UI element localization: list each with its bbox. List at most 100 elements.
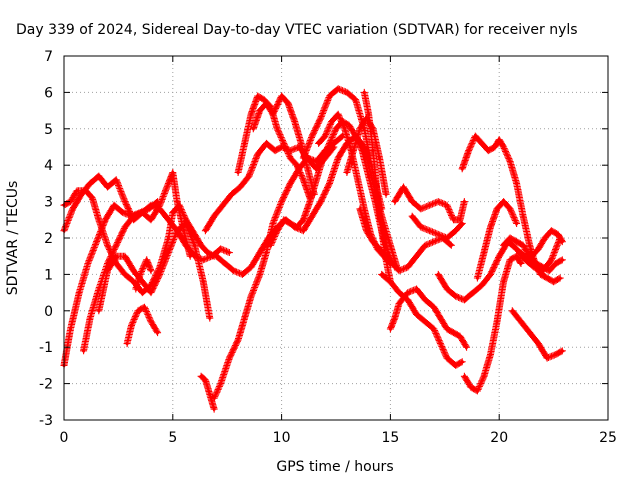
data-point xyxy=(77,291,81,295)
data-point xyxy=(482,250,486,255)
y-tick-label: -3 xyxy=(39,413,53,429)
data-point xyxy=(475,276,480,280)
data-point xyxy=(393,316,397,320)
data-point xyxy=(149,291,153,295)
data-point xyxy=(71,207,75,211)
data-point xyxy=(480,141,484,145)
data-point xyxy=(530,254,534,258)
data-point xyxy=(384,192,388,196)
data-point xyxy=(519,320,523,324)
data-point xyxy=(288,156,292,160)
data-point xyxy=(414,254,419,258)
data-point xyxy=(203,378,208,382)
data-point xyxy=(345,90,349,94)
data-point xyxy=(397,301,401,306)
data-point xyxy=(327,141,332,145)
data-point xyxy=(184,243,188,247)
data-point xyxy=(249,294,253,298)
data-point xyxy=(508,207,512,211)
data-point xyxy=(142,305,147,309)
data-point xyxy=(282,218,286,222)
data-point xyxy=(454,363,458,367)
series-track-11 xyxy=(234,92,314,202)
data-point xyxy=(182,229,186,233)
data-point xyxy=(552,280,556,284)
data-point xyxy=(462,298,466,302)
data-point xyxy=(264,101,268,105)
axis-ticks xyxy=(63,55,609,421)
data-point xyxy=(449,243,453,247)
data-point xyxy=(308,200,312,204)
data-point xyxy=(464,345,469,349)
data-point xyxy=(495,320,499,324)
data-point xyxy=(236,338,240,342)
data-point xyxy=(310,134,314,138)
data-point xyxy=(219,247,223,251)
data-point xyxy=(515,181,519,185)
data-point xyxy=(495,207,499,211)
data-point xyxy=(390,261,395,266)
data-point xyxy=(258,250,262,255)
data-point xyxy=(171,170,175,175)
y-tick-label: 7 xyxy=(44,49,53,65)
data-point xyxy=(149,269,153,273)
series-track-21 xyxy=(378,270,466,369)
data-point xyxy=(380,229,384,233)
data-point xyxy=(438,341,443,346)
data-point xyxy=(549,258,554,262)
data-point xyxy=(258,109,262,113)
data-point xyxy=(521,214,525,218)
data-point xyxy=(445,327,449,331)
data-point xyxy=(451,218,456,222)
data-point xyxy=(488,352,493,357)
data-point xyxy=(497,254,501,258)
data-point xyxy=(347,123,351,127)
data-point xyxy=(340,134,345,138)
data-point xyxy=(445,236,449,240)
data-point xyxy=(460,221,464,226)
data-point xyxy=(454,294,458,298)
data-point xyxy=(175,229,179,233)
x-tick-label: 25 xyxy=(599,430,617,446)
data-point xyxy=(140,291,144,295)
data-point xyxy=(97,309,101,313)
data-point xyxy=(247,174,251,178)
x-tick-label: 5 xyxy=(168,430,177,446)
data-point xyxy=(280,94,284,98)
data-point xyxy=(95,240,99,244)
data-point xyxy=(271,221,275,226)
data-point xyxy=(199,243,203,247)
data-point xyxy=(538,272,543,276)
data-point xyxy=(554,261,558,266)
data-point xyxy=(493,145,497,149)
data-point xyxy=(97,218,101,222)
data-point xyxy=(158,272,162,276)
series-track-28 xyxy=(508,307,566,362)
data-point xyxy=(221,203,225,207)
y-tick-label: -1 xyxy=(39,340,53,356)
data-point xyxy=(458,334,462,338)
data-point xyxy=(445,203,449,207)
data-point xyxy=(175,200,179,204)
data-point xyxy=(264,250,268,255)
data-point xyxy=(166,250,171,255)
data-point xyxy=(125,341,129,346)
point-markers xyxy=(391,183,468,224)
y-tick-label: 2 xyxy=(44,231,53,247)
data-point xyxy=(266,236,271,240)
data-point xyxy=(81,349,86,353)
data-point xyxy=(436,272,440,276)
data-point xyxy=(358,207,362,211)
data-point xyxy=(469,385,473,389)
series-track-19 xyxy=(356,205,455,275)
data-point xyxy=(105,185,110,189)
data-point xyxy=(462,200,466,204)
data-point xyxy=(103,218,107,222)
data-point xyxy=(545,356,549,360)
data-point xyxy=(501,243,506,247)
data-point xyxy=(501,145,506,149)
data-point xyxy=(256,94,260,98)
series-track-27 xyxy=(473,198,521,282)
data-point xyxy=(362,207,366,211)
data-point xyxy=(436,200,440,204)
